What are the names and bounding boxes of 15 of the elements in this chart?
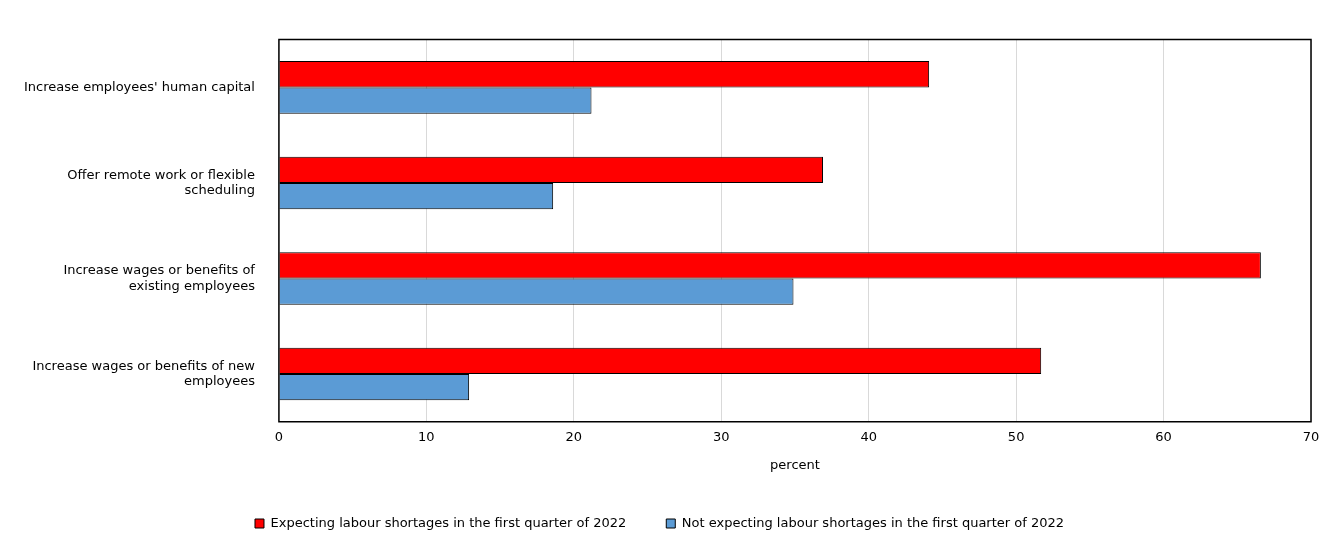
y-tick-label: Increase wages or benefits of existing employees xyxy=(63,262,256,293)
x-tick-label: 60 xyxy=(1155,428,1172,444)
x-tick-label: 70 xyxy=(1302,428,1320,444)
x-tick-label: 40 xyxy=(860,428,877,444)
x-tick-label: 10 xyxy=(418,428,435,444)
y-tick-label: Offer remote work or flexible scheduling xyxy=(67,166,255,198)
legend-label: Not expecting labour shortages in the first quarter of 2022 xyxy=(681,514,1065,530)
y-tick-label: Increase wages or benefits of new employees xyxy=(32,357,256,389)
x-axis-title: percent xyxy=(770,456,820,472)
x-tick-label: 0 xyxy=(274,428,284,444)
x-tick-label: 50 xyxy=(1007,428,1025,444)
y-tick-label: Increase employees' human capital xyxy=(23,78,255,94)
x-tick-label: 20 xyxy=(565,428,583,444)
x-tick-label: 30 xyxy=(712,428,730,444)
legend-label: Expecting labour shortages in the first quarter of 2022 xyxy=(270,514,627,530)
